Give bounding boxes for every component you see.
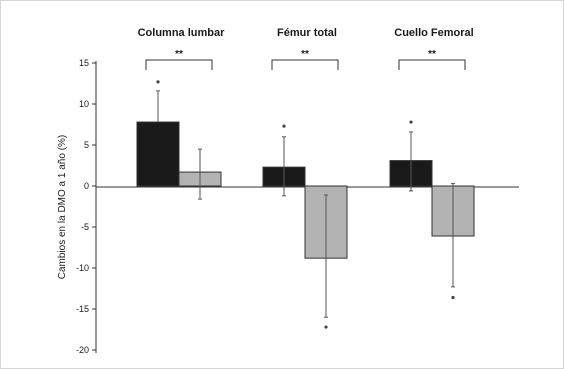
y-axis-title: Cambios en la DMO a 1 año (%) [57,135,68,280]
significance-label: ** [301,49,309,60]
y-tick-label: -15 [76,304,89,314]
bars [136,80,475,329]
outlier-point [451,295,455,300]
y-tick-label: -5 [81,222,89,232]
significance-bracket [145,59,213,70]
y-tick-label: 15 [79,58,89,68]
significance-bracket [271,59,339,70]
outlier-point [282,124,286,128]
category-label: Cuello Femoral [394,27,473,39]
group-labels: Columna lumbar ** Fémur total ** Cuello Femo… [138,27,474,70]
category-label: Columna lumbar [138,27,226,39]
category-label: Fémur total [277,27,337,39]
outlier-point [324,325,328,329]
outlier-point [156,80,160,84]
y-tick-label: -20 [76,345,89,355]
bar [136,121,180,187]
y-tick-label: 0 [84,181,89,191]
significance-bracket [398,59,466,70]
outlier-point [409,120,413,124]
y-tick-label: -10 [76,263,89,273]
y-ticks: 15 10 5 0 -5 -10 -15 -20 [76,58,96,355]
significance-label: ** [175,49,183,60]
y-tick-label: 10 [79,99,89,109]
significance-label: ** [428,49,436,60]
y-tick-label: 5 [84,140,89,150]
